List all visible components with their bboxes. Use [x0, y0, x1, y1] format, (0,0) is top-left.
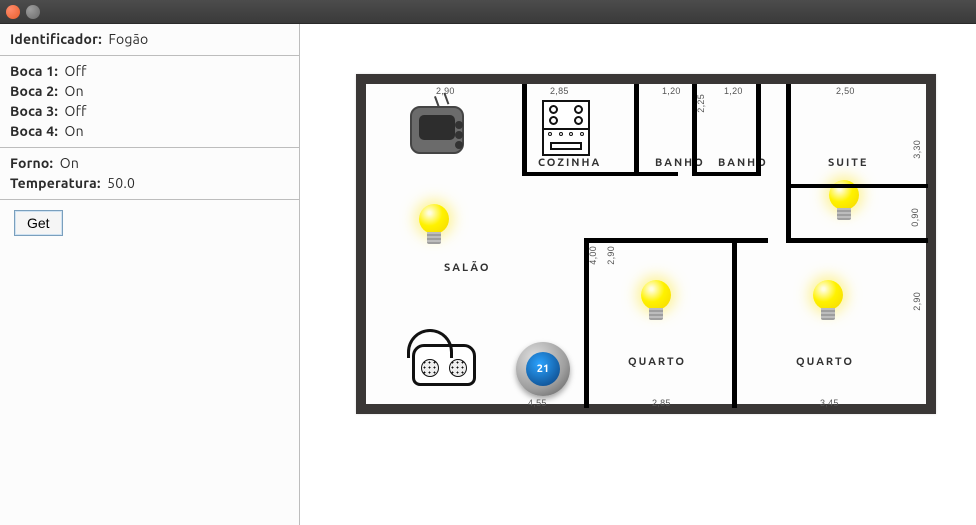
wall [786, 184, 928, 188]
temperatura-row: Temperatura: 50.0 [10, 173, 289, 193]
dimension-label: 4,00 [588, 246, 598, 265]
room-label-cozinha: COZINHA [538, 157, 601, 169]
identificador-row: Identificador: Fogão [10, 29, 289, 49]
identificador-value: Fogão [108, 31, 148, 47]
boca-3-value: Off [65, 103, 87, 119]
wall [634, 84, 639, 176]
boca-4-label: Boca 4: [10, 123, 58, 139]
wall [692, 172, 760, 176]
dimension-label: 3,45 [820, 398, 839, 408]
radio-icon[interactable] [412, 344, 476, 386]
dimension-label: 2,85 [652, 398, 671, 408]
room-label-banho1: BANHO [655, 157, 705, 169]
bocas-group: Boca 1: Off Boca 2: On Boca 3: Off Boca … [0, 56, 299, 148]
tv-icon[interactable] [410, 106, 464, 154]
dimension-label: 2,90 [606, 246, 616, 265]
minimize-icon[interactable] [26, 5, 40, 19]
wall [634, 172, 678, 176]
forno-group: Forno: On Temperatura: 50.0 [0, 148, 299, 200]
app-content: Identificador: Fogão Boca 1: Off Boca 2:… [0, 24, 976, 525]
thermostat-icon[interactable]: 21 [516, 342, 570, 396]
boca-1-label: Boca 1: [10, 63, 58, 79]
wall [522, 84, 527, 176]
wall [732, 238, 737, 408]
boca-3-label: Boca 3: [10, 103, 58, 119]
thermostat-reading: 21 [526, 352, 560, 386]
get-button[interactable]: Get [14, 210, 63, 236]
wall [522, 172, 636, 176]
boca-2-label: Boca 2: [10, 83, 58, 99]
lightbulb-salao-icon[interactable] [416, 204, 452, 250]
forno-row: Forno: On [10, 153, 289, 173]
dimension-label: 2,50 [836, 86, 855, 96]
temperatura-label: Temperatura: [10, 175, 101, 191]
boca-4-row: Boca 4: On [10, 121, 289, 141]
wall [786, 84, 791, 242]
boca-2-value: On [65, 83, 84, 99]
dimension-label: 2,25 [696, 94, 706, 113]
close-icon[interactable] [6, 5, 20, 19]
identificador-group: Identificador: Fogão [0, 24, 299, 56]
stove-icon[interactable] [542, 100, 590, 156]
status-panel: Identificador: Fogão Boca 1: Off Boca 2:… [0, 24, 300, 525]
floorplan: 21 SALÃO COZINHA BANHO BANHO SUITE QUART… [356, 74, 936, 414]
dimension-label: 1,20 [662, 86, 681, 96]
temperatura-value: 50.0 [107, 175, 135, 191]
room-label-suite: SUITE [828, 157, 868, 169]
forno-value: On [60, 155, 79, 171]
dimension-label: 2,90 [912, 292, 922, 311]
room-label-salao: SALÃO [444, 262, 491, 274]
room-label-quarto2: QUARTO [796, 356, 854, 368]
wall [584, 238, 734, 243]
dimension-label: 0,90 [910, 208, 920, 227]
wall [734, 238, 768, 243]
wall [786, 238, 928, 243]
dimension-label: 3,30 [912, 140, 922, 159]
room-label-quarto1: QUARTO [628, 356, 686, 368]
dimension-label: 1,20 [724, 86, 743, 96]
boca-1-row: Boca 1: Off [10, 61, 289, 81]
boca-2-row: Boca 2: On [10, 81, 289, 101]
window-titlebar [0, 0, 976, 24]
dimension-label: 4,55 [528, 398, 547, 408]
lightbulb-quarto1-icon[interactable] [638, 280, 674, 326]
dimension-label: 2,90 [436, 86, 455, 96]
identificador-label: Identificador: [10, 31, 102, 47]
lightbulb-quarto2-icon[interactable] [810, 280, 846, 326]
wall [756, 84, 761, 176]
boca-3-row: Boca 3: Off [10, 101, 289, 121]
floorplan-panel: 21 SALÃO COZINHA BANHO BANHO SUITE QUART… [300, 24, 976, 525]
dimension-label: 2,85 [550, 86, 569, 96]
forno-label: Forno: [10, 155, 53, 171]
boca-4-value: On [65, 123, 84, 139]
boca-1-value: Off [65, 63, 87, 79]
